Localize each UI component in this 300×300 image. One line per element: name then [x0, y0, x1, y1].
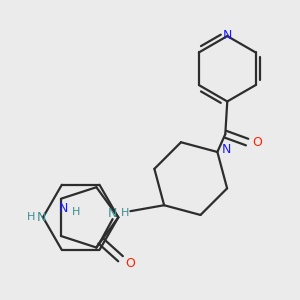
Text: H: H [27, 212, 35, 222]
Text: N: N [108, 207, 117, 220]
Text: O: O [252, 136, 262, 148]
Text: N: N [36, 211, 46, 224]
Text: H: H [121, 208, 130, 218]
Text: N: N [223, 28, 232, 42]
Text: H: H [72, 207, 80, 217]
Text: N: N [222, 142, 231, 155]
Text: O: O [125, 257, 135, 270]
Text: N: N [59, 202, 69, 215]
